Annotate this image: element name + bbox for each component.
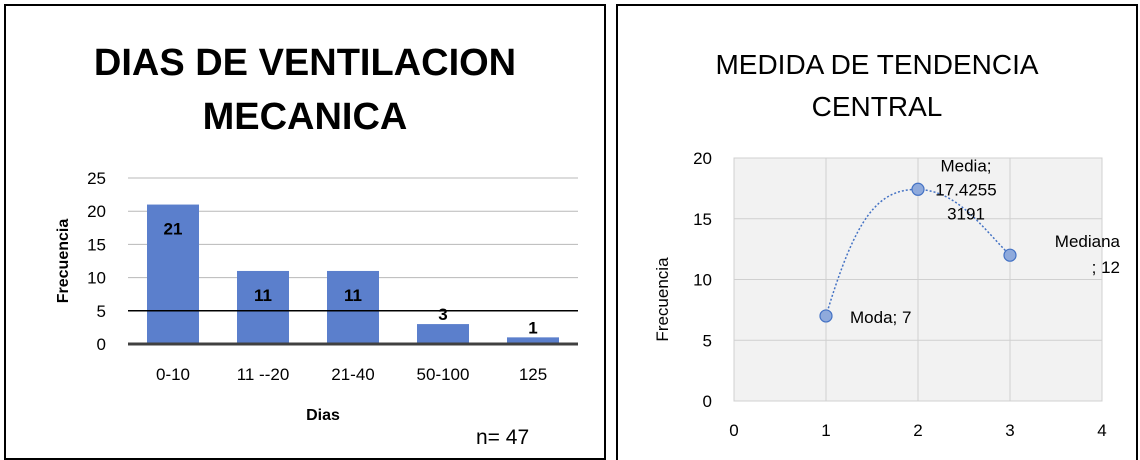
- bar: [417, 324, 469, 344]
- x-tick-label: 11 --20: [237, 365, 290, 384]
- bar: [507, 337, 559, 344]
- line-chart-title-line-2: CENTRAL: [811, 91, 943, 122]
- data-label: 3: [438, 305, 447, 324]
- x-tick-label: 125: [519, 365, 547, 384]
- data-label: Mediana; 12: [1055, 232, 1121, 277]
- bar: [237, 270, 289, 344]
- y-tick-label: 0: [97, 335, 106, 354]
- data-label: 11: [254, 286, 272, 305]
- line-chart-title: MEDIDA DE TENDENCIA CENTRAL: [618, 44, 1136, 128]
- data-label: Moda; 7: [850, 308, 911, 327]
- y-tick-label: 25: [87, 169, 106, 188]
- line-chart-title-line-1: MEDIDA DE TENDENCIA: [715, 49, 1039, 80]
- y-tick-label: 0: [703, 392, 712, 411]
- bar-chart-plot: 0 5 10 15 20 25 0-10 21 11 --20 11 21-40 11 50-100 3 1…: [55, 169, 578, 424]
- data-label: 1: [528, 318, 537, 337]
- y-tick-label: 10: [87, 269, 106, 288]
- y-tick-label: 5: [703, 331, 712, 350]
- y-tick-label: 10: [693, 271, 712, 290]
- line-chart-plot: 0 5 10 15 20 0 1 2 3 4 Frecuencia Moda; 7 Media; 17.4…: [653, 149, 1121, 440]
- y-tick-label: 20: [87, 202, 106, 221]
- y-tick-label: 15: [693, 210, 712, 229]
- y-tick-label: 15: [87, 235, 106, 254]
- y-axis-title: Frecuencia: [55, 219, 72, 304]
- bar-chart-title: DIAS DE VENTILACION MECANICA: [6, 36, 604, 144]
- data-label: Media; 17.4255 3191: [935, 156, 996, 223]
- bar-chart-title-line-1: DIAS DE VENTILACION: [93, 42, 517, 84]
- sample-size-label: n= 47: [476, 426, 530, 449]
- x-tick-label: 2: [913, 421, 922, 440]
- x-tick-label: 50-100: [417, 365, 470, 384]
- x-tick-label: 3: [1005, 421, 1014, 440]
- bar: [147, 204, 199, 344]
- data-point: [819, 309, 833, 323]
- data-label: 21: [164, 220, 183, 239]
- bar-chart-panel: DIAS DE VENTILACION MECANICA 0 5 10 15 20 25 0…: [4, 4, 606, 460]
- x-tick-label: 1: [821, 421, 830, 440]
- x-axis-title: Dias: [306, 407, 340, 424]
- x-tick-label: 0-10: [156, 365, 190, 384]
- line-chart-panel: MEDIDA DE TENDENCIA CENTRAL 0 5 10 15 20 0 1 2 3…: [616, 4, 1138, 460]
- y-tick-label: 20: [693, 149, 712, 168]
- data-point: [1003, 248, 1017, 262]
- x-tick-label: 4: [1097, 421, 1106, 440]
- bar-chart-title-line-2: MECANICA: [202, 96, 408, 138]
- x-tick-label: 0: [729, 421, 738, 440]
- bar: [327, 270, 379, 344]
- data-point: [911, 182, 925, 196]
- y-axis-title: Frecuencia: [653, 257, 672, 342]
- y-tick-label: 5: [97, 302, 106, 321]
- data-label: 11: [344, 286, 362, 305]
- x-tick-label: 21-40: [331, 365, 374, 384]
